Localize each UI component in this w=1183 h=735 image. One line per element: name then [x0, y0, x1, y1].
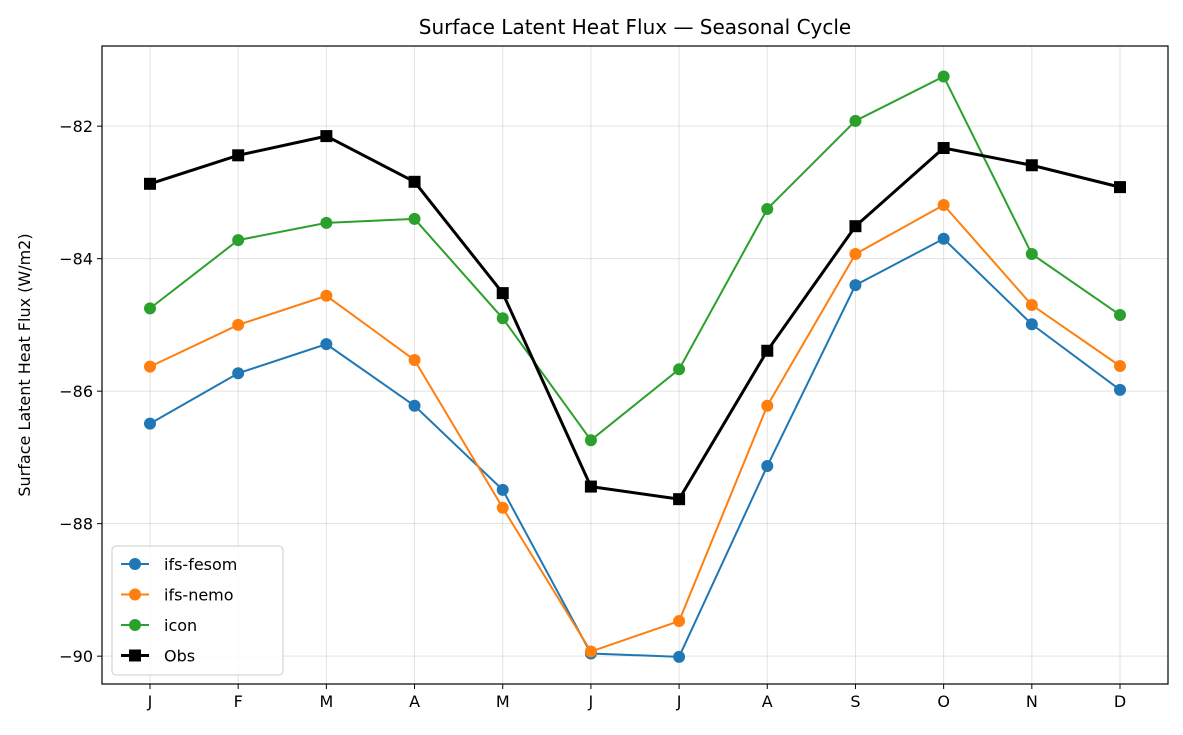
x-tick-label: N: [1026, 692, 1038, 711]
series-ifs-fesom: [144, 232, 1126, 663]
data-point: [761, 202, 774, 215]
data-point: [1114, 359, 1126, 372]
y-tick-label: −84: [59, 250, 93, 269]
series-group: [144, 70, 1126, 663]
legend-label: ifs-nemo: [164, 586, 234, 605]
x-tick-label: J: [147, 692, 153, 711]
data-point: [408, 399, 421, 412]
legend: ifs-fesom ifs-nemo icon Obs: [111, 545, 284, 676]
x-tick-label: A: [762, 692, 773, 711]
data-point: [232, 234, 245, 247]
data-point: [320, 289, 333, 302]
data-point: [849, 220, 862, 233]
data-point: [1025, 299, 1038, 312]
series-line: [149, 134, 1121, 501]
data-point: [320, 130, 333, 143]
data-point: [673, 650, 686, 663]
data-point: [320, 216, 333, 229]
data-point: [144, 417, 156, 430]
series-line: [149, 75, 1121, 442]
data-point: [232, 149, 245, 162]
data-point: [673, 363, 686, 376]
y-axis-label: Surface Latent Heat Flux (W/m2): [15, 233, 34, 496]
data-point: [232, 367, 245, 380]
chart-title: Surface Latent Heat Flux — Seasonal Cycl…: [419, 15, 851, 39]
data-point: [937, 199, 950, 212]
data-point: [761, 460, 774, 473]
x-tick-label: F: [234, 692, 243, 711]
data-point: [408, 354, 421, 367]
series-line: [149, 237, 1121, 658]
legend-label: ifs-fesom: [164, 555, 237, 574]
legend-box: [111, 545, 284, 676]
legend-marker: [129, 588, 141, 601]
x-tick-label: A: [409, 692, 420, 711]
x-tick-label: M: [319, 692, 333, 711]
data-point: [761, 344, 774, 357]
data-point: [761, 399, 774, 412]
legend-label: icon: [164, 616, 197, 635]
data-point: [1025, 318, 1038, 331]
x-tick-label: J: [676, 692, 682, 711]
data-point: [937, 232, 950, 245]
plot-frame: [101, 45, 1169, 685]
x-tick-label: O: [937, 692, 950, 711]
x-tick-label: D: [1114, 692, 1126, 711]
data-point: [937, 142, 950, 155]
data-point: [584, 434, 597, 447]
x-tick-label: S: [850, 692, 860, 711]
data-point: [1114, 181, 1126, 194]
data-point: [144, 177, 156, 190]
data-point: [408, 212, 421, 225]
data-point: [1025, 248, 1038, 261]
series-Obs: [144, 130, 1126, 506]
data-point: [1025, 159, 1038, 172]
data-point: [496, 312, 509, 325]
data-point: [849, 248, 862, 261]
legend-marker: [129, 649, 141, 662]
series-icon: [144, 70, 1126, 447]
data-point: [144, 302, 156, 315]
data-point: [1114, 383, 1126, 396]
ticks: J F M A M J J A S O N D −82 −84 −86 −88 −90: [59, 117, 1126, 711]
x-tick-label: M: [496, 692, 510, 711]
legend-marker: [129, 619, 141, 631]
data-point: [673, 493, 686, 506]
data-point: [496, 287, 509, 300]
data-point: [849, 114, 862, 127]
data-point: [232, 318, 245, 331]
y-tick-label: −88: [59, 515, 93, 534]
legend-marker: [129, 558, 141, 570]
data-point: [320, 338, 333, 351]
data-point: [584, 645, 597, 658]
data-point: [937, 70, 950, 83]
x-tick-label: J: [588, 692, 594, 711]
data-point: [673, 615, 686, 628]
data-point: [496, 483, 509, 496]
y-tick-label: −86: [59, 382, 93, 401]
data-point: [496, 501, 509, 514]
data-point: [849, 279, 862, 292]
data-point: [1114, 308, 1126, 321]
data-point: [144, 360, 156, 373]
series-line: [149, 203, 1121, 653]
y-tick-label: −90: [59, 647, 93, 666]
data-point: [584, 480, 597, 493]
y-tick-label: −82: [59, 117, 93, 136]
data-point: [408, 175, 421, 188]
series-ifs-nemo: [144, 199, 1126, 658]
legend-label: Obs: [164, 647, 195, 666]
